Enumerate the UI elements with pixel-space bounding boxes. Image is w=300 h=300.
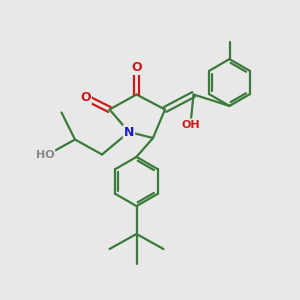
Text: HO: HO <box>36 149 54 160</box>
Text: N: N <box>124 125 134 139</box>
Text: OH: OH <box>181 119 200 130</box>
Text: O: O <box>131 61 142 74</box>
Text: O: O <box>80 91 91 104</box>
